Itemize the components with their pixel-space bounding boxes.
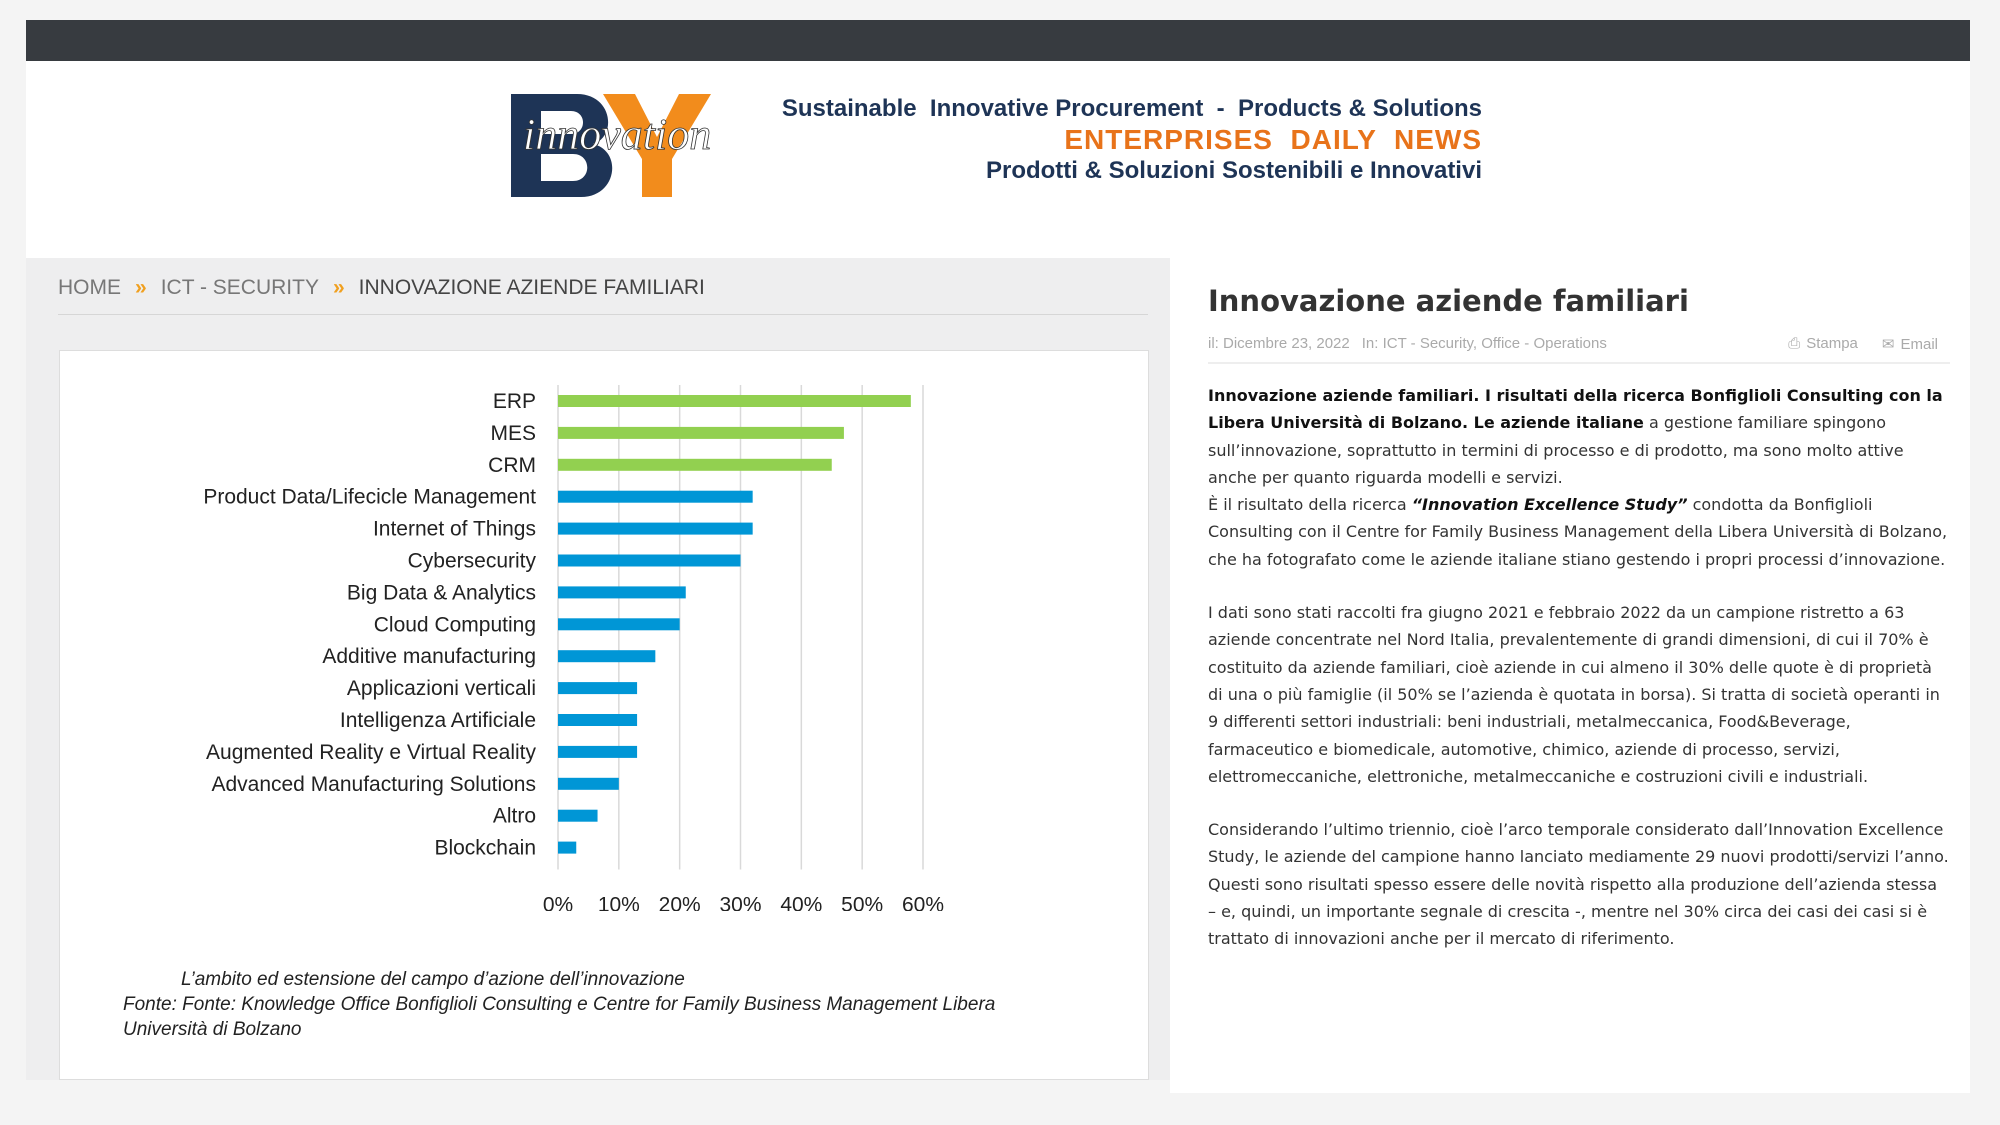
caption-title: L’ambito ed estensione del campo d’azion… (181, 969, 685, 990)
bar (558, 618, 680, 631)
breadcrumb-current: INNOVAZIONE AZIENDE FAMILIARI (358, 276, 705, 299)
logo-letter-y-shape (603, 94, 711, 197)
top-bar (26, 20, 1970, 61)
chevron-right-icon: » (135, 276, 147, 299)
tagline-3: Prodotti & Soluzioni Sostenibili e Innov… (985, 157, 1482, 184)
print-button[interactable]: ⎙ Stampa (1788, 335, 1858, 352)
site-header: innovation Sustainable Innovative Procur… (26, 61, 1970, 258)
breadcrumb: HOME » ICT - SECURITY » INNOVAZIONE AZIE… (58, 276, 705, 300)
paragraph-intro: Innovazione aziende familiari. I risulta… (1208, 386, 1943, 487)
category-label: Augmented Reality e Virtual Reality (206, 741, 536, 764)
category-label: Blockchain (434, 837, 536, 860)
bar (558, 650, 656, 663)
x-tick-label: 20% (659, 894, 701, 912)
bar (558, 745, 638, 758)
article-title: Innovazione aziende familiari (1208, 284, 1689, 318)
paragraph-study: È il risultato della ricerca “Innovation… (1208, 495, 1948, 569)
caption-source-cont: Università di Bolzano (123, 1019, 302, 1040)
x-tick-label: 30% (719, 894, 761, 912)
bar (558, 777, 619, 790)
article-categories[interactable]: In: ICT - Security, Office - Operations (1361, 335, 1607, 352)
chevron-right-icon: » (332, 276, 345, 299)
bar (558, 809, 598, 822)
bar (558, 490, 753, 503)
category-label: Applicazioni verticali (347, 677, 536, 700)
category-label: Big Data & Analytics (347, 581, 536, 604)
category-label: Advanced Manufacturing Solutions (211, 773, 536, 796)
bar (558, 458, 832, 471)
bar (558, 714, 638, 726)
category-label: Altro (493, 805, 536, 828)
article: Innovazione aziende familiari il: Dicemb… (1170, 258, 1970, 1093)
x-tick-label: 0% (543, 894, 573, 912)
x-tick-label: 50% (841, 894, 883, 912)
paragraph-data: I dati sono stati raccolti fra giugno 20… (1208, 603, 1940, 786)
breadcrumb-home[interactable]: HOME (58, 276, 121, 299)
breadcrumb-ict-security[interactable]: ICT - SECURITY (160, 276, 319, 299)
category-label: ERP (493, 390, 536, 413)
category-label: Cybersecurity (408, 550, 537, 573)
caption-source: Fonte: Fonte: Knowledge Office Bonfiglio… (123, 994, 996, 1015)
main-content: HOME » ICT - SECURITY » INNOVAZIONE AZIE… (26, 258, 1170, 1080)
tagline-1: Sustainable Innovative Procurement - Pro… (781, 95, 1482, 122)
bar-chart: 0% 10% 20% 30% 40% 50% 60% ERP MES CRM Product Dat… (203, 385, 944, 912)
tagline-2: ENTERPRISES DAILY NEWS (1064, 124, 1482, 155)
bar (558, 395, 911, 407)
site-logo[interactable]: innovation (511, 89, 731, 199)
category-label: Product Data/Lifecicle Management (203, 486, 536, 509)
category-label: MES (490, 422, 536, 445)
bar (558, 682, 638, 695)
divider (58, 314, 1148, 315)
logo-letter-b-shape (511, 94, 613, 197)
article-body: Innovazione aziende familiari. I risulta… (1208, 382, 1950, 979)
bar (558, 841, 577, 854)
category-label: Internet of Things (373, 518, 536, 541)
article-meta: il: Dicembre 23, 2022 In: ICT - Security… (1208, 335, 1950, 353)
bar (558, 586, 686, 599)
x-tick-label: 10% (598, 894, 640, 912)
category-label: Additive manufacturing (322, 645, 536, 668)
category-label: Intelligenza Artificiale (340, 709, 536, 732)
printer-icon: ⎙ (1788, 335, 1801, 352)
email-button[interactable]: ✉ Email (1881, 336, 1938, 353)
svg-text:innovation: innovation (523, 110, 711, 159)
category-label: CRM (488, 454, 536, 477)
bar (558, 554, 741, 567)
bar (558, 522, 753, 535)
chart-figure: 0% 10% 20% 30% 40% 50% 60% ERP MES CRM Product Dat… (59, 350, 1149, 1080)
article-date: il: Dicembre 23, 2022 (1208, 335, 1350, 352)
envelope-icon: ✉ (1881, 336, 1895, 353)
paragraph-results: Considerando l’ultimo triennio, cioè l’a… (1208, 820, 1949, 949)
bar (558, 426, 844, 439)
divider (1208, 362, 1950, 364)
x-tick-label: 60% (902, 894, 944, 912)
category-label: Cloud Computing (374, 613, 536, 636)
x-tick-label: 40% (780, 894, 822, 912)
